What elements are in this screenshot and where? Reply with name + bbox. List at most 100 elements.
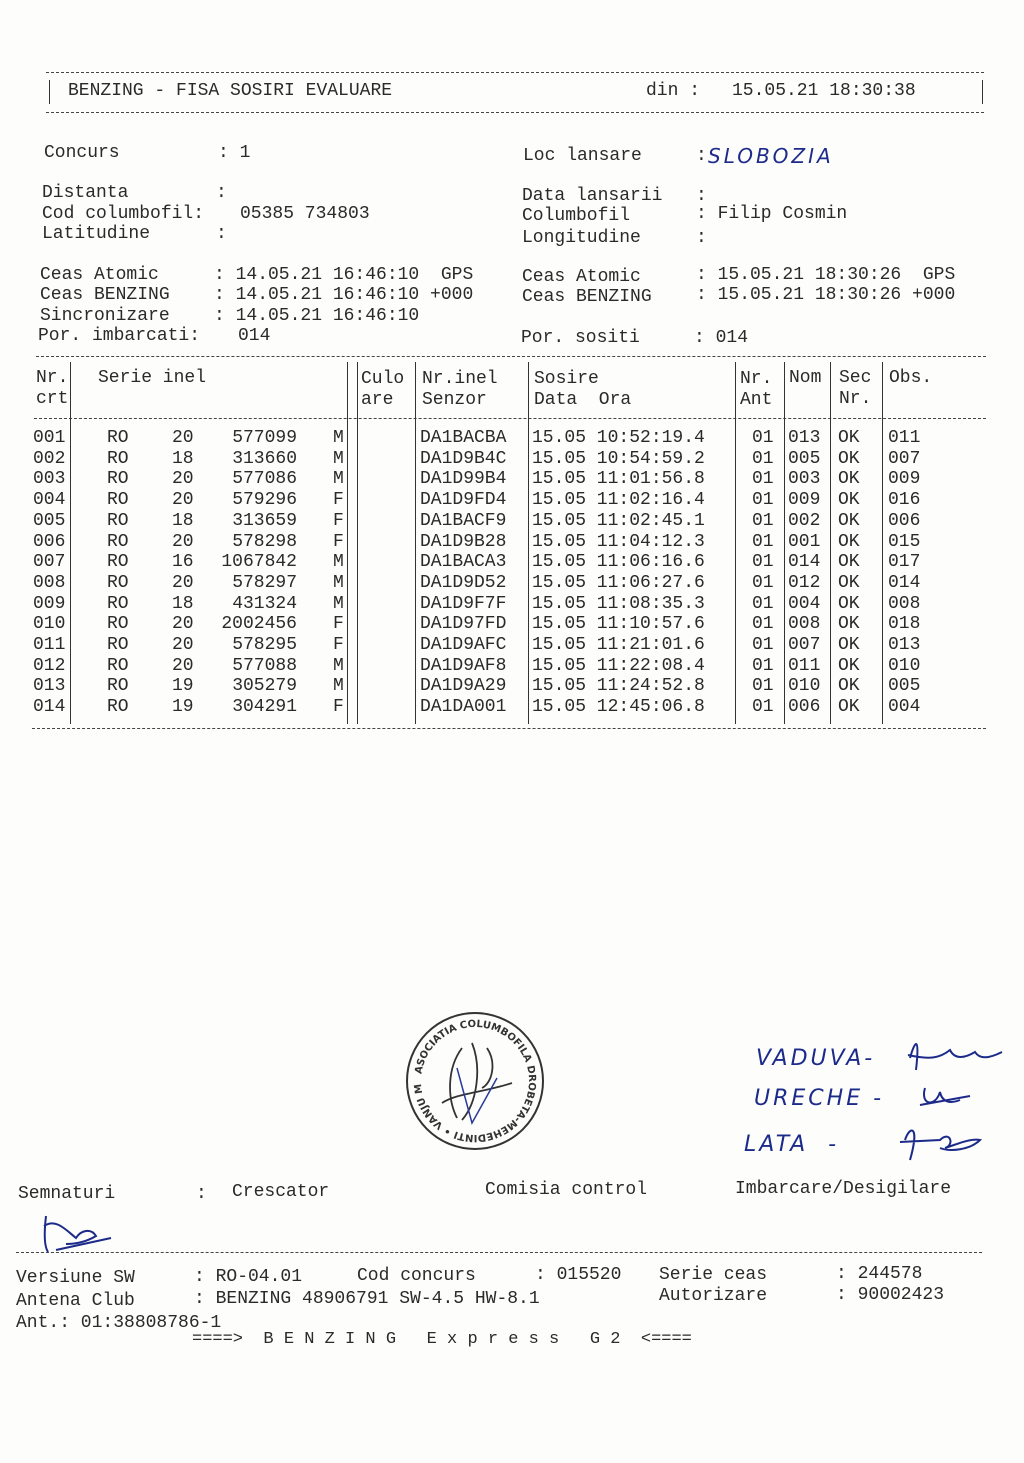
cell-sec: OK [838,510,860,531]
cell-ring: 431324 [232,593,297,614]
cell-country: RO [107,531,129,552]
cell-ring: 577086 [232,469,297,490]
cell-sex: M [333,552,344,573]
cell-obs: 008 [888,593,921,614]
comisia-control-label: Comisia control [485,1180,648,1200]
col-header-obs: Obs. [889,368,933,388]
handwritten-lata: LATA - [744,1132,840,1157]
loc-colon: : [696,146,707,166]
cell-year: 20 [172,635,194,655]
cell-country: RO [107,490,129,511]
cell-nr: 007 [33,552,66,573]
cell-nr: 002 [33,448,66,469]
cell-sensor: DA1D9FD4 [420,490,507,511]
cell-country: RO [107,510,129,531]
loc-lansare-value: SLOBOZIA [708,144,834,168]
cell-sec: OK [838,635,860,655]
cell-nr-ant: 01 [752,469,774,490]
cell-nr: 010 [33,614,66,635]
cell-ring: 578297 [232,572,297,593]
antena-club-label: Antena Club [16,1291,135,1311]
cell-arrival: 15.05 12:45:06.8 [532,697,705,718]
antenna-id: Ant.: 01:38808786-1 [16,1313,222,1333]
cell-sec: OK [838,552,860,573]
cell-nom: 005 [788,448,821,469]
cell-nr-ant: 01 [752,635,774,655]
header-top-border [46,72,984,73]
table-bottom-border [32,728,986,729]
cell-nr: 013 [33,676,66,697]
cell-year: 16 [172,552,194,573]
signature-vaduva [907,1043,1003,1071]
col-header-ant: Ant [740,390,773,410]
ceas-atomic-sosire-value: : 15.05.21 18:30:26 GPS [696,265,956,285]
ceas-benzing-value: : 14.05.21 16:46:10 +000 [214,285,474,305]
cell-sex: F [333,635,344,655]
cell-obs: 014 [888,572,921,593]
cell-nr-ant: 01 [752,593,774,614]
cell-nr: 011 [33,635,66,655]
imbarcare-desigilare-label: Imbarcare/Desigilare [735,1179,952,1199]
cell-ring: 2002456 [221,614,297,635]
semnaturi-colon: : [196,1184,207,1204]
cell-country: RO [107,697,129,718]
stamp-outer-ring [406,1012,544,1150]
cell-nr-ant: 01 [752,614,774,635]
col-header-senzor: Senzor [422,390,487,410]
ceas-benzing-label: Ceas BENZING [40,285,170,305]
ceas-benzing-sosire-label: Ceas BENZING [522,287,652,307]
cell-sex: M [333,469,344,490]
cell-country: RO [107,572,129,593]
cell-sensor: DA1D9AF8 [420,655,507,676]
cell-sex: F [333,614,344,635]
cell-obs: 016 [888,490,921,511]
column-divider-nr [70,362,71,724]
cell-year: 18 [172,593,194,614]
cell-sex: F [333,697,344,718]
cell-sec: OK [838,428,860,448]
cell-nr-ant: 01 [752,448,774,469]
cell-sensor: DA1D9A29 [420,676,507,697]
cell-nr-ant: 01 [752,428,774,448]
cell-country: RO [107,676,129,697]
cell-nr-ant: 01 [752,655,774,676]
cell-year: 20 [172,655,194,676]
cell-sec: OK [838,655,860,676]
cell-year: 20 [172,572,194,593]
cell-sec: OK [838,469,860,490]
cell-nom: 011 [788,655,821,676]
cell-sec: OK [838,697,860,718]
column-divider-culoare [357,362,358,724]
col-header-nr: Nr. [36,368,69,388]
cell-year: 18 [172,448,194,469]
cell-ring: 313659 [232,510,297,531]
column-divider-ant [735,362,736,724]
crescator-signature-stroke [43,1215,112,1253]
ceas-atomic-label: Ceas Atomic [40,265,159,285]
cell-country: RO [107,635,129,655]
stamp-signature [456,1067,498,1125]
cell-nom: 010 [788,676,821,697]
distanta-label: Distanta [42,183,129,203]
cell-country: RO [107,552,129,573]
antena-club-value: : BENZING 48906791 SW-4.5 HW-8.1 [194,1289,540,1309]
latitudine-label: Latitudine [42,224,151,244]
concurs-value: : 1 [218,143,251,163]
ceas-atomic-sosire-label: Ceas Atomic [522,267,641,287]
cell-arrival: 15.05 11:10:57.6 [532,614,705,635]
cell-nom: 001 [788,531,821,552]
cell-sex: M [333,655,344,676]
cell-obs: 004 [888,697,921,718]
autorizare-label: Autorizare [659,1286,768,1306]
imbarcati-label: Por. imbarcati: [38,326,201,346]
cell-obs: 017 [888,552,921,573]
cell-sensor: DA1D9B28 [420,531,507,552]
cell-sensor: DA1D9AFC [420,635,507,655]
cell-sex: M [333,572,344,593]
handwritten-ureche: URECHE - [754,1086,885,1111]
col-header-serie: Serie inel [98,368,207,388]
data-lansarii-label: Data lansarii [522,186,663,206]
cell-arrival: 15.05 11:06:16.6 [532,552,705,573]
cell-arrival: 15.05 11:02:45.1 [532,510,705,531]
cell-ring: 579296 [232,490,297,511]
